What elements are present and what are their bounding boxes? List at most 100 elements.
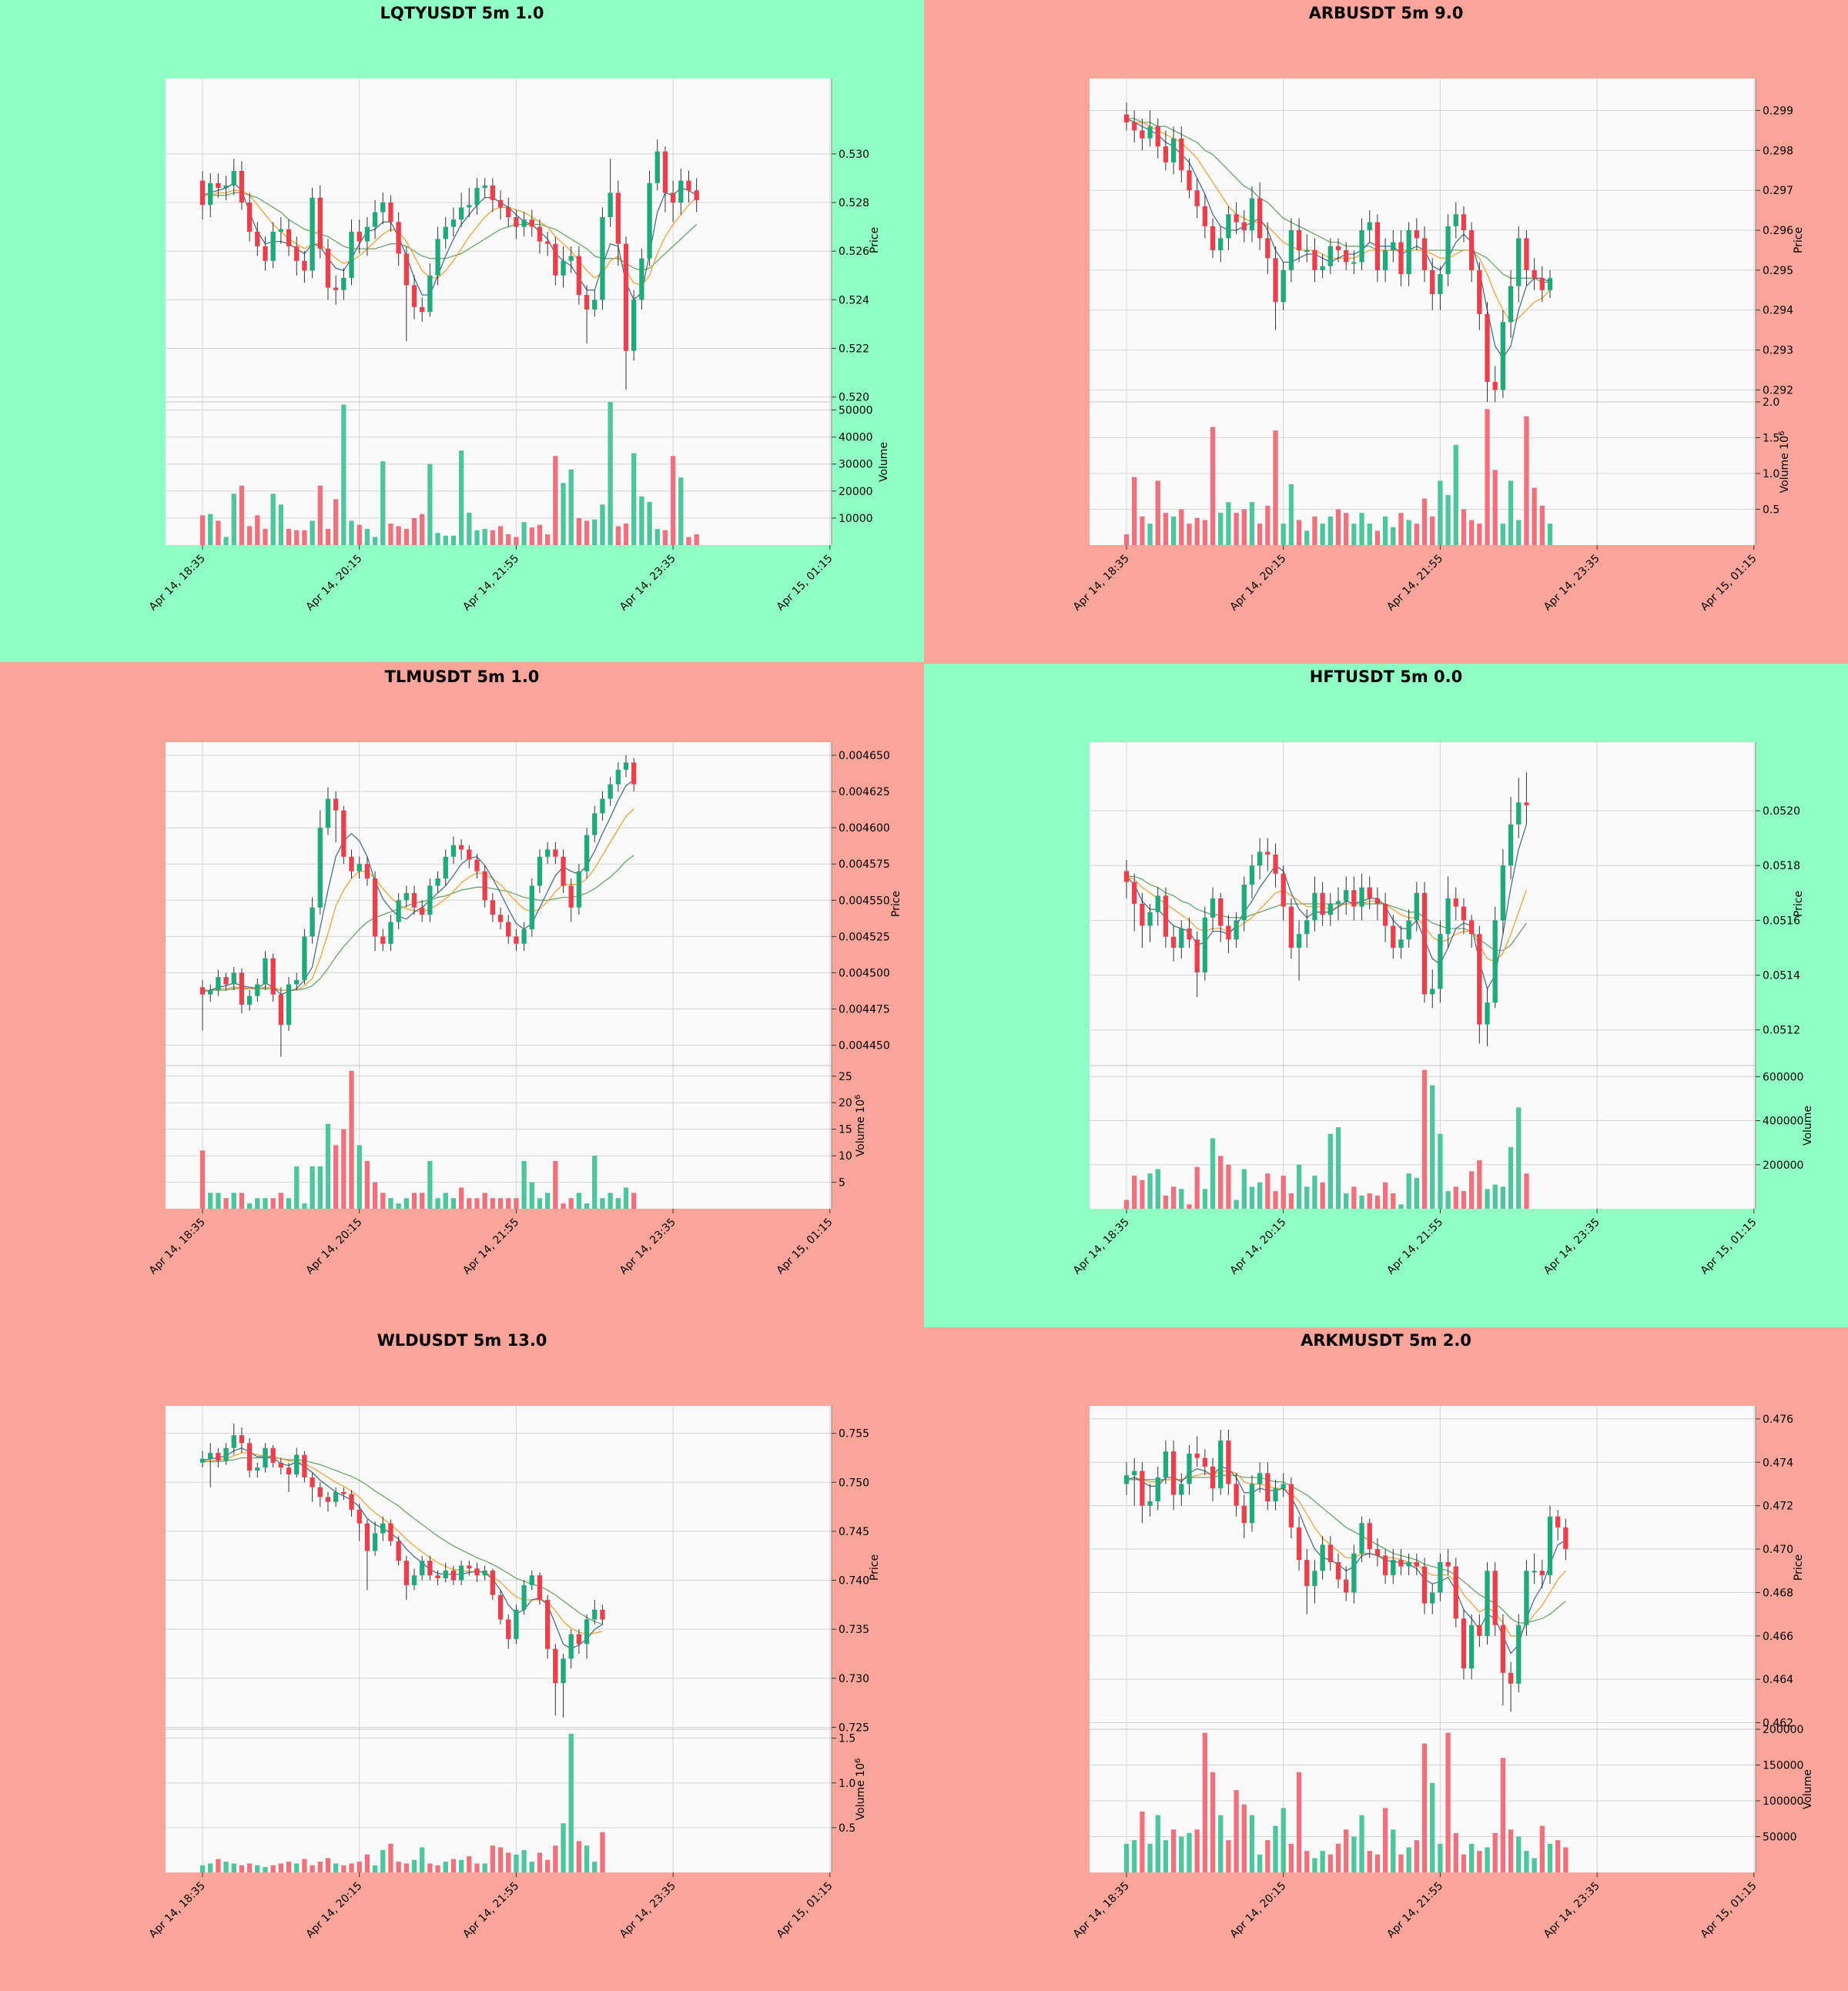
volume-bar [1140, 516, 1145, 545]
volume-bar [1445, 1191, 1451, 1209]
candle-body [310, 197, 315, 271]
candle [1367, 876, 1372, 910]
candle-body [1194, 939, 1200, 972]
candle [1257, 838, 1263, 879]
volume-bar [1312, 516, 1317, 545]
candles [199, 139, 699, 390]
candle [357, 856, 362, 879]
volume-tick-label: 40000 [839, 432, 873, 444]
volume-bar [325, 528, 331, 545]
candle-body [349, 231, 354, 278]
candle-body [623, 243, 629, 351]
candle-body [1320, 1544, 1325, 1571]
volume-bars [1123, 1732, 1568, 1872]
candle-body [1249, 1484, 1255, 1524]
candle [239, 161, 245, 210]
volume-tick-label: 1.5 [839, 1733, 855, 1745]
candle-body [1265, 1473, 1270, 1502]
volume-bar [263, 1198, 268, 1209]
volume-bar [1335, 1843, 1341, 1872]
candle-body [1359, 887, 1364, 907]
candle-body [608, 192, 613, 217]
candle-body [1374, 898, 1381, 904]
volume-tick-label: 20 [839, 1097, 852, 1109]
volume-bar [1500, 1758, 1506, 1872]
volume-bar [1516, 1107, 1522, 1209]
candle [1241, 1494, 1247, 1538]
candle [608, 159, 613, 227]
candle-body [1516, 1625, 1522, 1684]
price-tick-label: 0.0520 [1763, 805, 1800, 818]
ma-long-line [1127, 1474, 1566, 1624]
volume-bar [364, 1854, 370, 1872]
volume-bar [1344, 1829, 1349, 1872]
x-tick-label: Apr 14, 21:55 [460, 553, 521, 614]
candle [372, 871, 378, 952]
volume-bar [467, 1856, 472, 1872]
volume-bar [1132, 1840, 1137, 1872]
candle [662, 146, 668, 212]
volume-bar [1532, 1858, 1537, 1872]
candle [427, 878, 433, 922]
candle [1265, 838, 1270, 872]
volume-bars [1123, 1069, 1529, 1209]
candle-body [458, 845, 464, 850]
candle [364, 1519, 370, 1591]
candle [1453, 202, 1458, 239]
volume-bar [223, 537, 229, 545]
volume-bar [443, 535, 448, 545]
candle [1453, 1558, 1458, 1628]
volume-bar [403, 1863, 409, 1872]
candle [1194, 1436, 1200, 1467]
candle [310, 897, 315, 944]
candle-body [1312, 892, 1317, 921]
volume-bar [1367, 1851, 1372, 1872]
volume-bar [357, 1145, 362, 1209]
candle [553, 842, 558, 865]
volume-bar [231, 1863, 236, 1872]
candle-body [1485, 1571, 1490, 1636]
candle-body [490, 185, 496, 200]
candle-body [1398, 242, 1404, 275]
candle [623, 236, 629, 390]
candle-body [1508, 824, 1514, 866]
volume-bar [1249, 1186, 1255, 1209]
candle [216, 969, 221, 996]
volume-tick-label: 0.5 [1763, 504, 1779, 517]
candle-body [497, 915, 504, 922]
candle [420, 900, 425, 922]
candle-body [1477, 1625, 1482, 1636]
candle [1492, 366, 1498, 402]
volume-bar [333, 1145, 339, 1209]
candle-body [1210, 226, 1216, 250]
volume-bar [592, 1156, 598, 1209]
volume-bar [333, 1863, 339, 1872]
volume-bar [1406, 1847, 1411, 1872]
candle-body [216, 977, 221, 991]
volume-bar [553, 1161, 558, 1209]
candles [1123, 1430, 1568, 1712]
x-tick-labels: Apr 14, 18:35 Apr 14, 20:15 Apr 14, 21:55 A… [147, 545, 835, 614]
candle [1477, 1614, 1482, 1647]
volume-bar [1555, 1840, 1561, 1872]
x-tick-label: Apr 14, 18:35 [1071, 1216, 1132, 1277]
candle-body [411, 892, 417, 908]
candle-body [615, 769, 621, 785]
candle [1179, 1473, 1184, 1506]
x-tick-label: Apr 14, 20:15 [1228, 553, 1289, 614]
x-tick-label: Apr 14, 23:35 [1542, 553, 1602, 614]
x-tick-label: Apr 14, 23:35 [618, 1880, 678, 1941]
volume-bar [1296, 1772, 1302, 1872]
volume-bar [380, 1849, 386, 1872]
candle [639, 249, 644, 310]
volume-bar [1406, 1173, 1411, 1209]
volume-bar [1320, 1851, 1325, 1872]
candle [678, 168, 684, 215]
volume-bar [1461, 1191, 1467, 1209]
candle-body [1382, 249, 1388, 270]
candle [1194, 178, 1200, 219]
volume-bar [1406, 520, 1411, 545]
volume-bar [1335, 509, 1341, 545]
candle [341, 805, 346, 865]
candle [216, 1447, 221, 1468]
